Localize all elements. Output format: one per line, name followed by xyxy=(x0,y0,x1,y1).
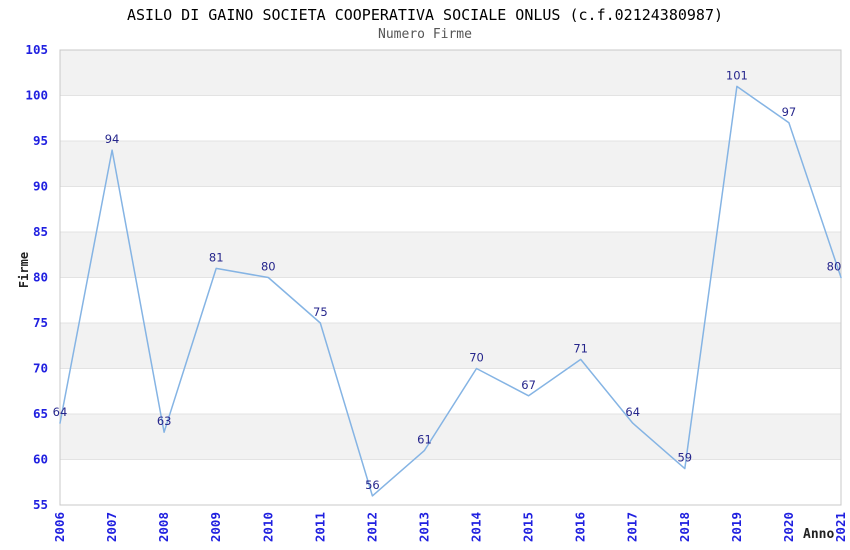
x-tick-label: 2006 xyxy=(52,512,67,542)
x-tick-label: 2009 xyxy=(208,512,223,542)
y-tick-label: 105 xyxy=(25,42,48,57)
x-tick-label: 2019 xyxy=(729,512,744,542)
data-point-label: 80 xyxy=(827,260,842,274)
y-tick-label: 95 xyxy=(33,133,48,148)
plot-band xyxy=(60,414,841,460)
data-line xyxy=(59,85,842,497)
data-point-label: 94 xyxy=(105,132,120,146)
plot-band xyxy=(60,50,841,96)
x-tick-label: 2011 xyxy=(312,512,327,542)
x-tick-label: 2010 xyxy=(260,512,275,542)
y-tick-label: 80 xyxy=(33,270,48,285)
data-point-label: 64 xyxy=(53,405,68,419)
y-tick-label: 65 xyxy=(33,406,48,421)
data-point-label: 63 xyxy=(157,414,172,428)
data-point-label: 81 xyxy=(209,250,224,264)
y-tick-label: 90 xyxy=(33,179,48,194)
data-point-label: 97 xyxy=(782,105,797,119)
x-tick-label: 2007 xyxy=(104,512,119,542)
y-tick-label: 55 xyxy=(33,497,48,512)
plot-band xyxy=(60,141,841,187)
y-tick-label: 85 xyxy=(33,224,48,239)
data-point-label: 70 xyxy=(469,351,484,365)
x-tick-label: 2016 xyxy=(573,512,588,542)
x-tick-label: 2015 xyxy=(521,512,536,542)
x-tick-label: 2017 xyxy=(625,512,640,542)
x-tick-label: 2014 xyxy=(469,512,484,542)
x-tick-label: 2018 xyxy=(677,512,692,542)
data-point-label: 75 xyxy=(313,305,328,319)
data-point-label: 80 xyxy=(261,260,276,274)
data-point-label: 71 xyxy=(573,341,588,355)
y-tick-label: 60 xyxy=(33,452,48,467)
data-point-label: 56 xyxy=(365,478,380,492)
x-tick-label: 2013 xyxy=(416,512,431,542)
plot-band xyxy=(60,323,841,369)
data-point-label: 61 xyxy=(417,432,432,446)
y-tick-label: 75 xyxy=(33,315,48,330)
x-tick-label: 2008 xyxy=(156,512,171,542)
x-tick-label: 2021 xyxy=(833,512,848,542)
data-point-label: 59 xyxy=(677,451,692,465)
plot-band xyxy=(60,232,841,278)
x-tick-label: 2020 xyxy=(781,512,796,542)
data-point-label: 67 xyxy=(521,378,536,392)
chart-subtitle: Numero Firme xyxy=(378,27,472,42)
x-axis-label: Anno xyxy=(803,527,835,542)
chart-title: ASILO DI GAINO SOCIETA COOPERATIVA SOCIA… xyxy=(126,6,724,24)
data-point-label: 64 xyxy=(625,405,640,419)
x-tick-label: 2012 xyxy=(364,512,379,542)
y-tick-label: 70 xyxy=(33,361,48,376)
y-tick-label: 100 xyxy=(25,88,48,103)
data-point-label: 101 xyxy=(726,68,748,82)
